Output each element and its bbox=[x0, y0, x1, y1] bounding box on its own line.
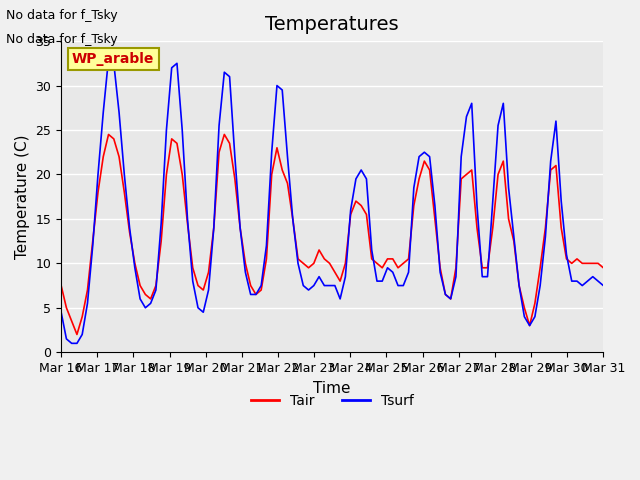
Tair bbox=[78, 314, 86, 320]
Tsurf bbox=[336, 296, 344, 302]
Tsurf bbox=[226, 74, 234, 80]
Tsurf bbox=[68, 340, 76, 346]
Title: Temperatures: Temperatures bbox=[266, 15, 399, 34]
Legend: Tair, Tsurf: Tair, Tsurf bbox=[245, 389, 419, 414]
Tsurf bbox=[105, 56, 113, 62]
Text: No data for f_Tsky: No data for f_Tsky bbox=[6, 9, 118, 22]
Tsurf bbox=[78, 332, 86, 337]
Line: Tair: Tair bbox=[61, 134, 604, 335]
Tair bbox=[73, 332, 81, 337]
Tair bbox=[205, 269, 212, 275]
X-axis label: Time: Time bbox=[314, 381, 351, 396]
Tair bbox=[105, 132, 113, 137]
Tair bbox=[563, 256, 570, 262]
Tsurf bbox=[563, 252, 570, 257]
Tsurf bbox=[589, 274, 596, 279]
Y-axis label: Temperature (C): Temperature (C) bbox=[15, 134, 30, 259]
Tsurf bbox=[58, 309, 65, 315]
Tair bbox=[226, 141, 234, 146]
Tair bbox=[589, 261, 596, 266]
Tair bbox=[600, 265, 607, 271]
Tair bbox=[336, 278, 344, 284]
Text: WP_arable: WP_arable bbox=[72, 52, 154, 66]
Text: No data for f_Tsky: No data for f_Tsky bbox=[6, 33, 118, 46]
Tsurf bbox=[600, 283, 607, 288]
Tsurf bbox=[205, 287, 212, 293]
Line: Tsurf: Tsurf bbox=[61, 59, 604, 343]
Tair bbox=[58, 283, 65, 288]
